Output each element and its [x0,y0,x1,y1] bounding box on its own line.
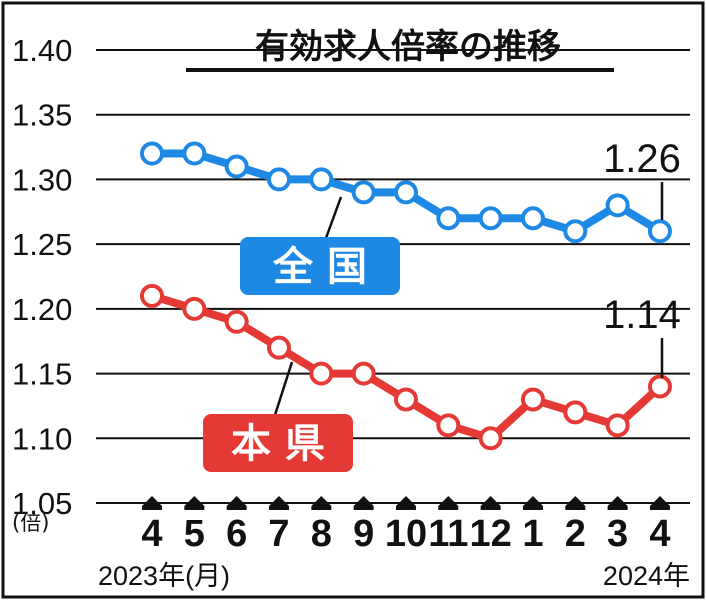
x-tick-marker [395,496,416,506]
data-point [266,167,291,192]
x-tick-marker [311,496,332,506]
data-point [563,400,588,425]
y-tick-label: 1.05 [12,486,72,521]
x-tick-bar [607,506,628,510]
y-tick-label: 1.35 [12,98,72,133]
x-tick-bar [522,506,543,510]
data-point [351,180,376,205]
y-axis-ticks: 1.40 1.35 1.30 1.25 1.20 1.15 1.10 1.05 [12,33,72,521]
x-tick-label: 4 [649,513,670,555]
x-tick-marker [184,496,205,506]
x-tick-label: 4 [141,513,162,555]
x-tick-bar [142,506,162,510]
title-underline [186,68,614,72]
x-tick-label: 5 [184,513,205,555]
series-label: 全 国 [272,244,367,290]
y-tick-label: 1.40 [12,33,72,68]
y-tick-label: 1.20 [12,292,72,327]
series-group: 全 国 1.26 本 県 1.14 [140,137,681,472]
data-point [309,167,334,192]
data-point [224,154,249,179]
x-axis-ticks: 4 5 6 7 8 9 10 11 12 1 2 3 4 [141,496,671,555]
x-tick-bar [649,506,670,510]
data-point [393,180,418,205]
x-tick-marker [649,496,670,506]
end-year-label: 2024年 [603,561,690,591]
data-point [478,206,503,231]
x-tick-marker [522,496,543,506]
x-tick-label: 11 [428,513,468,555]
series-label-leader [273,361,294,416]
x-tick-bar [438,506,459,510]
data-point [140,141,164,166]
x-tick-bar [268,506,289,510]
series-label-box [240,237,400,295]
data-point [478,426,503,451]
x-tick-label: 7 [268,513,289,555]
data-point [182,141,207,166]
data-point [605,193,630,218]
data-point [647,219,672,244]
data-point [351,361,376,386]
x-tick-marker [353,496,374,506]
x-tick-label: 2 [565,513,586,555]
data-point [436,413,461,438]
x-tick-marker [438,496,459,506]
series-1: 本 県 1.14 [140,283,681,472]
data-point [520,387,545,412]
data-point [224,309,249,334]
data-point [140,283,164,308]
series-label: 本 県 [231,421,325,467]
y-tick-label: 1.15 [12,357,72,392]
series-label-leader [324,196,343,239]
data-point [309,361,334,386]
x-tick-bar [395,506,416,510]
data-point [182,296,207,321]
data-point [520,206,545,231]
data-label: 1.26 [603,137,681,181]
x-tick-marker [607,496,628,506]
data-point [393,387,418,412]
start-year-label: 2023年(月) [98,561,230,591]
x-tick-marker [480,496,501,506]
chart-title: 有効求人倍率の推移 [255,27,561,67]
x-tick-bar [353,506,374,510]
y-tick-label: 1.25 [12,227,72,262]
data-point [605,413,630,438]
data-point [563,219,588,244]
data-point [436,206,461,231]
x-tick-bar [184,506,205,510]
x-tick-label: 9 [353,513,374,555]
series-0: 全 国 1.26 [140,137,681,295]
x-tick-label: 3 [607,513,628,555]
x-tick-marker [226,496,247,506]
y-tick-label: 1.10 [12,421,72,456]
x-tick-marker [565,496,586,506]
series-label-box [203,414,353,472]
x-tick-label: 1 [522,513,543,555]
data-label: 1.14 [603,293,681,337]
x-tick-bar [565,506,586,510]
x-tick-marker [142,496,162,506]
x-tick-bar [226,506,247,510]
x-tick-label: 8 [311,513,332,555]
x-tick-marker [268,496,289,506]
x-tick-bar [311,506,332,510]
x-tick-label: 6 [226,513,247,555]
x-tick-label: 10 [385,513,427,555]
data-point [266,335,291,360]
x-tick-bar [480,506,501,510]
y-axis-unit-label: (倍) [12,511,49,535]
data-point [647,374,672,399]
x-tick-label: 12 [469,513,511,555]
y-tick-label: 1.30 [12,162,72,197]
